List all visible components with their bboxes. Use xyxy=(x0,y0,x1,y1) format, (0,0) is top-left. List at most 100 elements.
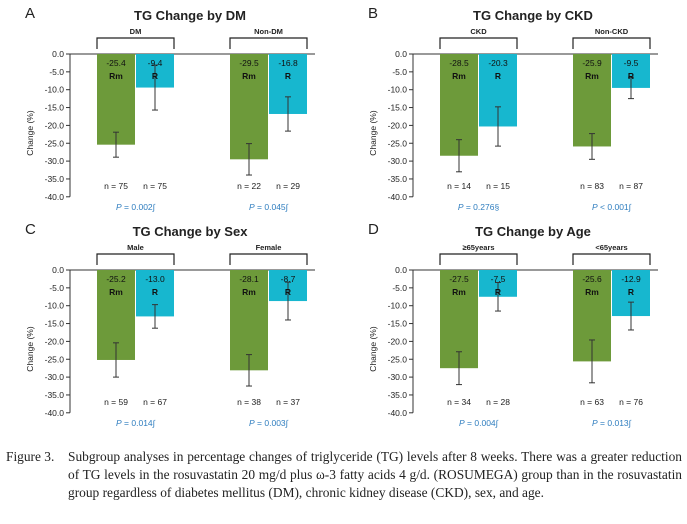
bar-rm xyxy=(230,54,268,160)
group-bracket xyxy=(439,37,518,49)
series-label: Rm xyxy=(585,71,599,81)
n-count: n = 37 xyxy=(276,397,300,407)
series-label: Rm xyxy=(242,287,256,297)
figure-panels: A TG Change by DM 0.0 -5.0 -10.0 -15.0 -20.0 -2… xyxy=(25,5,658,428)
series-label: R xyxy=(152,287,158,297)
y-tick-label: -25.0 xyxy=(388,354,408,364)
y-tick-label: -30.0 xyxy=(45,156,65,166)
y-tick-label: 0.0 xyxy=(395,265,407,275)
n-count: n = 83 xyxy=(580,181,604,191)
y-tick-label: -5.0 xyxy=(49,283,64,293)
panel-letter: A xyxy=(25,5,35,22)
data-label: -25.2 xyxy=(106,274,126,284)
bar-rm xyxy=(440,54,478,156)
data-label: -7.5 xyxy=(491,274,506,284)
y-tick-label: -10.0 xyxy=(388,301,408,311)
data-label: -28.1 xyxy=(239,274,259,284)
y-tick-label: 0.0 xyxy=(52,49,64,59)
y-tick-label: -25.0 xyxy=(45,354,65,364)
y-axis-label: Change (%) xyxy=(25,110,35,156)
figure-caption: Figure 3. Subgroup analyses in percentag… xyxy=(6,448,682,502)
y-tick-label: -15.0 xyxy=(45,103,65,113)
group-label: CKD xyxy=(470,27,487,36)
caption-text: Subgroup analyses in percentage changes … xyxy=(68,449,682,500)
n-count: n = 14 xyxy=(447,181,471,191)
y-axis-label: Change (%) xyxy=(368,326,378,372)
group-bracket xyxy=(439,253,518,265)
y-tick-label: -30.0 xyxy=(45,372,65,382)
data-label: -28.5 xyxy=(449,58,469,68)
n-count: n = 75 xyxy=(104,181,128,191)
y-axis-label: Change (%) xyxy=(368,110,378,156)
series-label: Rm xyxy=(452,287,466,297)
n-count: n = 15 xyxy=(486,181,510,191)
series-label: Rm xyxy=(109,71,123,81)
group-bracket xyxy=(229,37,308,49)
series-label: Rm xyxy=(452,71,466,81)
chart-title: TG Change by DM xyxy=(134,8,246,23)
n-count: n = 75 xyxy=(143,181,167,191)
group-bracket xyxy=(96,37,175,49)
series-label: Rm xyxy=(242,71,256,81)
n-count: n = 76 xyxy=(619,397,643,407)
n-count: n = 28 xyxy=(486,397,510,407)
series-label: R xyxy=(152,71,158,81)
y-tick-label: 0.0 xyxy=(395,49,407,59)
bar-rm xyxy=(97,54,135,145)
data-label: -20.3 xyxy=(488,58,508,68)
series-label: R xyxy=(285,71,291,81)
n-count: n = 87 xyxy=(619,181,643,191)
p-value: P = 0.014∫ xyxy=(116,418,156,428)
group-bracket xyxy=(229,253,308,265)
data-label: -13.0 xyxy=(145,274,165,284)
y-tick-label: -5.0 xyxy=(49,67,64,77)
data-label: -12.9 xyxy=(621,274,641,284)
panel-letter: C xyxy=(25,221,36,238)
data-label: -29.5 xyxy=(239,58,259,68)
p-value: P < 0.001∫ xyxy=(592,202,632,212)
y-tick-label: -5.0 xyxy=(392,67,407,77)
y-tick-label: -15.0 xyxy=(45,319,65,329)
bar-rm xyxy=(230,270,268,371)
data-label: -8.7 xyxy=(281,274,296,284)
y-tick-label: -40.0 xyxy=(45,192,65,202)
y-tick-label: -35.0 xyxy=(388,174,408,184)
data-label: -25.9 xyxy=(582,58,602,68)
n-count: n = 22 xyxy=(237,181,261,191)
y-tick-label: -10.0 xyxy=(45,301,65,311)
data-label: -27.5 xyxy=(449,274,469,284)
data-label: -25.6 xyxy=(582,274,602,284)
p-value: P = 0.002∫ xyxy=(116,202,156,212)
p-value: P = 0.013∫ xyxy=(592,418,632,428)
y-axis-label: Change (%) xyxy=(25,326,35,372)
series-label: R xyxy=(285,287,291,297)
group-label: Male xyxy=(127,243,144,252)
series-label: Rm xyxy=(109,287,123,297)
n-count: n = 29 xyxy=(276,181,300,191)
chart-title: TG Change by Sex xyxy=(133,224,249,239)
y-tick-label: -30.0 xyxy=(388,156,408,166)
series-label: R xyxy=(495,287,501,297)
y-tick-label: -15.0 xyxy=(388,319,408,329)
p-value: P = 0.276§ xyxy=(458,202,500,212)
chart-title: TG Change by Age xyxy=(475,224,591,239)
y-tick-label: -20.0 xyxy=(45,120,65,130)
n-count: n = 59 xyxy=(104,397,128,407)
series-label: R xyxy=(495,71,501,81)
group-label: Non-DM xyxy=(254,27,283,36)
group-bracket xyxy=(96,253,175,265)
group-label: ≥65years xyxy=(462,243,494,252)
y-tick-label: -15.0 xyxy=(388,103,408,113)
y-tick-label: -35.0 xyxy=(45,174,65,184)
n-count: n = 63 xyxy=(580,397,604,407)
y-tick-label: -40.0 xyxy=(388,192,408,202)
group-label: <65years xyxy=(595,243,627,252)
n-count: n = 67 xyxy=(143,397,167,407)
y-tick-label: -20.0 xyxy=(388,120,408,130)
group-bracket xyxy=(572,253,651,265)
y-tick-label: -10.0 xyxy=(388,85,408,95)
group-label: Female xyxy=(256,243,282,252)
series-label: R xyxy=(628,71,634,81)
data-label: -16.8 xyxy=(278,58,298,68)
caption-label: Figure 3. xyxy=(6,449,55,464)
